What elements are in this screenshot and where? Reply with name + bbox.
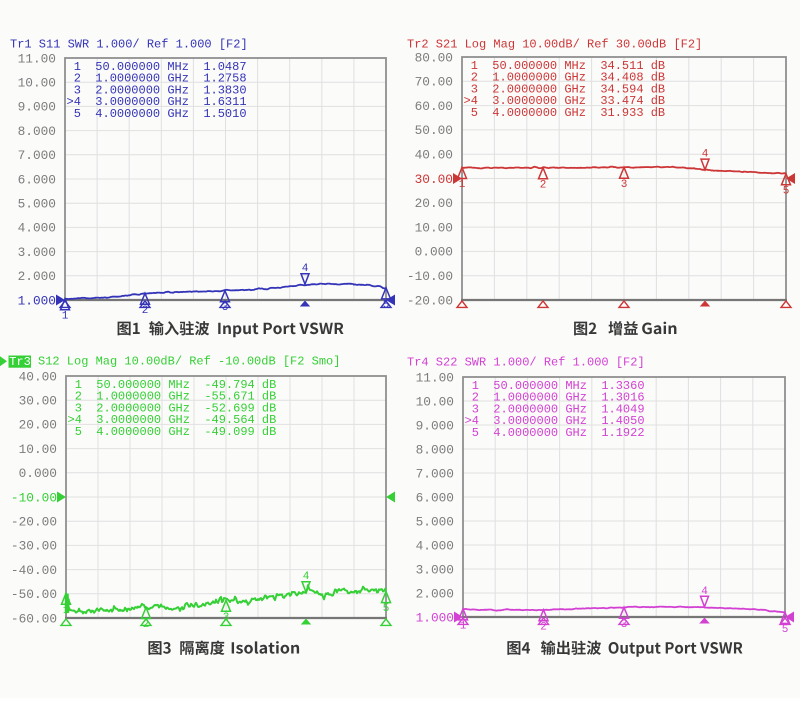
svg-text:2 1.0000000 GHz 1.2758: 2 1.0000000 GHz 1.2758 — [67, 72, 247, 86]
svg-text:>4 3.0000000 GHz 33.474 dB: >4 3.0000000 GHz 33.474 dB — [464, 94, 666, 108]
svg-text:1 50.000000 MHz 1.0487: 1 50.000000 MHz 1.0487 — [67, 60, 247, 74]
svg-text:1.000: 1.000 — [18, 293, 56, 308]
svg-text:9.000: 9.000 — [416, 418, 454, 433]
svg-text:7.000: 7.000 — [18, 148, 56, 163]
svg-text:20.00: 20.00 — [19, 418, 57, 433]
svg-text:>4 3.0000000 GHz 1.4050: >4 3.0000000 GHz 1.4050 — [465, 414, 645, 428]
svg-text:7.000: 7.000 — [416, 466, 454, 481]
svg-text:2: 2 — [142, 305, 149, 317]
svg-text:10.00: 10.00 — [19, 442, 57, 457]
svg-text:-40.00: -40.00 — [11, 563, 57, 578]
svg-text:1: 1 — [63, 605, 70, 617]
svg-text:Tr2 S21 Log Mag 10.00dB/ Ref 3: Tr2 S21 Log Mag 10.00dB/ Ref 30.00dB [F2… — [407, 38, 702, 52]
svg-text:1.000: 1.000 — [416, 610, 454, 625]
svg-text:3 2.0000000 GHz 1.4049: 3 2.0000000 GHz 1.4049 — [465, 402, 645, 416]
svg-text:11.00: 11.00 — [416, 370, 454, 385]
svg-text:30.00: 30.00 — [415, 172, 453, 187]
svg-text:4: 4 — [702, 149, 709, 161]
svg-text:5: 5 — [783, 185, 790, 197]
svg-text:2.000: 2.000 — [416, 586, 454, 601]
svg-text:5: 5 — [383, 603, 390, 615]
svg-text:70.00: 70.00 — [415, 75, 453, 90]
svg-text:6.000: 6.000 — [18, 172, 56, 187]
svg-text:S12 Log Mag 10.00dB/ Ref -10.0: S12 Log Mag 10.00dB/ Ref -10.00dB [F2 Sm… — [38, 355, 340, 369]
svg-text:3 2.0000000 GHz 1.3830: 3 2.0000000 GHz 1.3830 — [67, 83, 247, 97]
svg-text:1 50.000000 MHz 34.511 dB: 1 50.000000 MHz 34.511 dB — [464, 59, 666, 73]
svg-text:0.000: 0.000 — [19, 466, 57, 481]
svg-text:2: 2 — [540, 179, 547, 191]
svg-text:5: 5 — [383, 299, 390, 311]
svg-text:6.000: 6.000 — [416, 490, 454, 505]
svg-text:-60.00: -60.00 — [11, 611, 57, 626]
svg-text:80.00: 80.00 — [415, 50, 453, 65]
svg-text:10.00: 10.00 — [416, 394, 454, 409]
svg-text:1: 1 — [62, 310, 69, 322]
svg-text:1 50.000000 MHz -49.794 dB: 1 50.000000 MHz -49.794 dB — [68, 378, 277, 392]
svg-text:-20.00: -20.00 — [11, 515, 57, 530]
svg-text:-20.00: -20.00 — [407, 293, 453, 308]
svg-text:40.00: 40.00 — [415, 148, 453, 163]
svg-text:1 50.000000 MHz 1.3360: 1 50.000000 MHz 1.3360 — [465, 379, 645, 393]
svg-text:2 1.0000000 GHz 1.3016: 2 1.0000000 GHz 1.3016 — [465, 391, 645, 405]
svg-text:8.000: 8.000 — [18, 124, 56, 139]
svg-text:5: 5 — [782, 624, 789, 636]
svg-text:5 4.0000000 GHz 31.933 dB: 5 4.0000000 GHz 31.933 dB — [464, 106, 666, 120]
svg-text:2 1.0000000 GHz 34.408 dB: 2 1.0000000 GHz 34.408 dB — [464, 71, 666, 85]
svg-text:40.00: 40.00 — [19, 369, 57, 384]
svg-text:4.000: 4.000 — [18, 221, 56, 236]
svg-text:>4 3.0000000 GHz 1.6311: >4 3.0000000 GHz 1.6311 — [67, 95, 247, 109]
svg-text:Tr4 S22 SWR 1.000/ Ref 1.000 [: Tr4 S22 SWR 1.000/ Ref 1.000 [F2] — [407, 356, 645, 370]
svg-text:3: 3 — [621, 179, 628, 191]
svg-text:10.00: 10.00 — [415, 220, 453, 235]
svg-text:3: 3 — [222, 302, 229, 314]
svg-text:50.00: 50.00 — [415, 123, 453, 138]
svg-text:20.00: 20.00 — [415, 196, 453, 211]
svg-text:5.000: 5.000 — [416, 514, 454, 529]
svg-text:-30.00: -30.00 — [11, 539, 57, 554]
svg-text:Tr3: Tr3 — [9, 355, 31, 369]
svg-text:30.00: 30.00 — [19, 394, 57, 409]
svg-text:10.00: 10.00 — [18, 76, 56, 91]
svg-text:Tr1 S11 SWR 1.000/ Ref 1.000 [: Tr1 S11 SWR 1.000/ Ref 1.000 [F2] — [10, 38, 248, 52]
svg-text:>4 3.0000000 GHz -49.564 dB: >4 3.0000000 GHz -49.564 dB — [68, 413, 277, 427]
svg-text:2 1.0000000 GHz -55.671 dB: 2 1.0000000 GHz -55.671 dB — [68, 390, 277, 404]
svg-text:3 2.0000000 GHz 34.594 dB: 3 2.0000000 GHz 34.594 dB — [464, 82, 666, 96]
svg-text:0.000: 0.000 — [415, 245, 453, 260]
svg-text:4: 4 — [302, 263, 309, 275]
svg-text:5 4.0000000 GHz -49.099 dB: 5 4.0000000 GHz -49.099 dB — [68, 425, 277, 439]
svg-text:3.000: 3.000 — [18, 245, 56, 260]
svg-text:2: 2 — [540, 621, 547, 633]
svg-text:60.00: 60.00 — [415, 99, 453, 114]
svg-text:5 4.0000000 GHz 1.1922: 5 4.0000000 GHz 1.1922 — [465, 426, 645, 440]
svg-text:4: 4 — [303, 571, 310, 583]
svg-text:9.000: 9.000 — [18, 100, 56, 115]
svg-text:8.000: 8.000 — [416, 442, 454, 457]
svg-text:5.000: 5.000 — [18, 197, 56, 212]
svg-text:1: 1 — [460, 620, 467, 632]
svg-text:1: 1 — [459, 179, 466, 191]
svg-text:-10.00: -10.00 — [11, 490, 57, 505]
svg-text:4: 4 — [701, 586, 708, 598]
svg-text:-50.00: -50.00 — [11, 587, 57, 602]
svg-text:2.000: 2.000 — [18, 269, 56, 284]
svg-text:-10.00: -10.00 — [407, 269, 453, 284]
svg-text:11.00: 11.00 — [18, 51, 56, 66]
svg-text:3 2.0000000 GHz -52.699 dB: 3 2.0000000 GHz -52.699 dB — [68, 401, 277, 415]
svg-text:5 4.0000000 GHz 1.5010: 5 4.0000000 GHz 1.5010 — [67, 107, 247, 121]
svg-text:3.000: 3.000 — [416, 562, 454, 577]
svg-text:4.000: 4.000 — [416, 538, 454, 553]
